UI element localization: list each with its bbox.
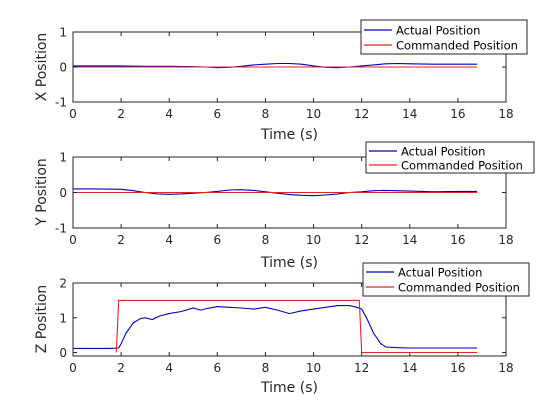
x-tick-label: 14 [402, 361, 417, 375]
y-tick-label: 1 [59, 26, 67, 40]
x-tick-label: 12 [354, 361, 369, 375]
y-axis-label: Z Position [34, 285, 50, 354]
x-axis-label: Time (s) [260, 127, 318, 143]
x-tick-label: 16 [450, 107, 465, 121]
x-tick-label: 6 [214, 107, 222, 121]
legend-label-commanded: Commanded Position [401, 159, 523, 173]
legend: Actual Position Commanded Position [360, 19, 528, 55]
x-tick-label: 18 [498, 233, 513, 247]
y-tick-label: 1 [59, 311, 67, 325]
x-tick-label: 4 [165, 107, 173, 121]
y-tick-label: 0 [59, 346, 67, 360]
y-tick-label: 1 [59, 151, 67, 165]
legend-box [362, 262, 530, 297]
x-tick-label: 8 [262, 107, 270, 121]
x-tick-label: 16 [450, 233, 465, 247]
legend-label-actual: Actual Position [401, 145, 485, 159]
legend: Actual Position Commanded Position [362, 262, 530, 297]
x-tick-label: 2 [117, 107, 125, 121]
legend-label-actual: Actual Position [396, 24, 480, 38]
x-tick-label: 4 [165, 361, 173, 375]
x-tick-label: 18 [498, 361, 513, 375]
actual-position-line [73, 188, 478, 197]
x-tick-label: 10 [306, 233, 321, 247]
x-tick-label: 6 [214, 233, 222, 247]
y-tick-label: 0 [59, 61, 67, 75]
actual-position-line [73, 62, 478, 69]
x-tick-label: 0 [69, 107, 77, 121]
x-tick-label: 6 [214, 361, 222, 375]
x-position-subplot: 0 2 4 6 8 10 12 14 16 18-101 Time (s) X Position … [34, 19, 528, 143]
y-tick-label: -1 [55, 96, 67, 110]
x-tick-label: 4 [165, 233, 173, 247]
x-tick-label: 0 [69, 361, 77, 375]
x-tick-label: 14 [402, 107, 417, 121]
y-axis-label: X Position [34, 33, 50, 102]
x-axis-label: Time (s) [260, 255, 318, 271]
legend-box [365, 141, 535, 174]
legend-label-commanded: Commanded Position [398, 281, 520, 295]
x-tick-label: 12 [354, 233, 369, 247]
legend-label-actual: Actual Position [398, 266, 482, 280]
x-tick-label: 2 [117, 233, 125, 247]
commanded-position-line [115, 299, 478, 354]
actual-position-line [73, 305, 478, 349]
x-tick-label: 10 [306, 361, 321, 375]
x-tick-label: 18 [498, 107, 513, 121]
x-tick-label: 0 [69, 233, 77, 247]
y-tick-label: 2 [59, 277, 67, 291]
x-tick-label: 2 [117, 361, 125, 375]
x-tick-label: 8 [262, 233, 270, 247]
legend: Actual Position Commanded Position [365, 141, 535, 174]
legend-box [360, 19, 528, 55]
y-position-subplot: 0 2 4 6 8 10 12 14 16 18-101 Time (s) Y Position … [34, 141, 535, 271]
plot-frame [72, 282, 507, 357]
y-axis-label: Y Position [34, 158, 50, 227]
y-tick-label: 0 [59, 186, 67, 200]
x-tick-label: 12 [354, 107, 369, 121]
y-tick-label: -1 [55, 222, 67, 236]
x-tick-label: 16 [450, 361, 465, 375]
x-tick-label: 14 [402, 233, 417, 247]
x-axis-label: Time (s) [260, 380, 318, 396]
legend-label-commanded: Commanded Position [396, 39, 518, 53]
x-tick-label: 10 [306, 107, 321, 121]
x-tick-label: 8 [262, 361, 270, 375]
